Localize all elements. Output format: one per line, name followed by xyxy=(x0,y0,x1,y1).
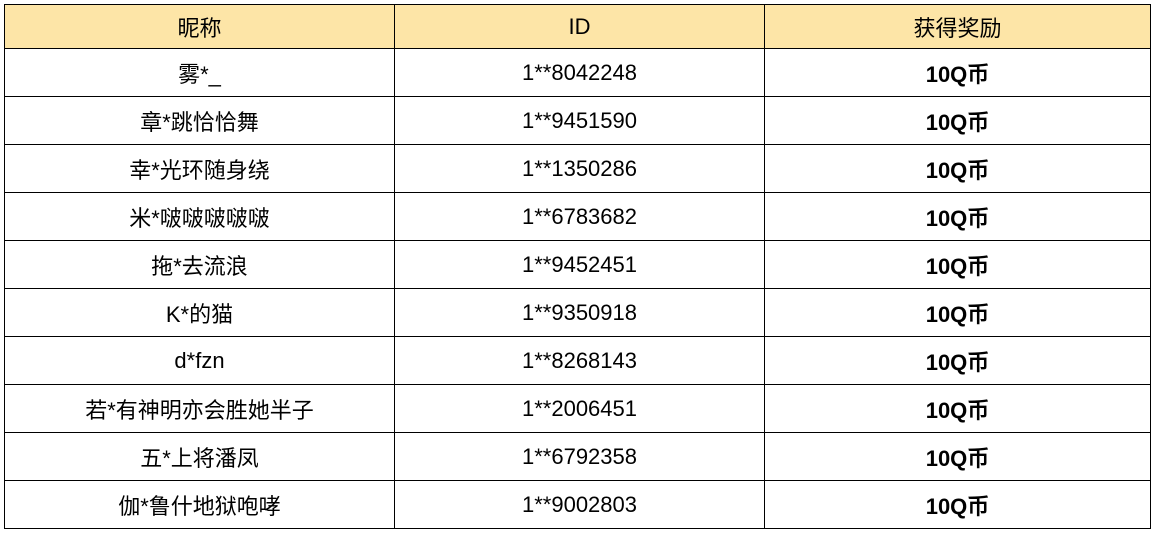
table-header-row: 昵称 ID 获得奖励 xyxy=(5,5,1151,49)
cell-nickname: 雾*_ xyxy=(5,49,395,97)
table-row: 若*有神明亦会胜她半子 1**2006451 10Q币 xyxy=(5,385,1151,433)
cell-reward: 10Q币 xyxy=(765,97,1151,145)
cell-nickname: 伽*鲁什地狱咆哮 xyxy=(5,481,395,529)
cell-reward: 10Q币 xyxy=(765,385,1151,433)
table-row: 五*上将潘凤 1**6792358 10Q币 xyxy=(5,433,1151,481)
cell-id: 1**6792358 xyxy=(395,433,765,481)
cell-id: 1**9002803 xyxy=(395,481,765,529)
rewards-table: 昵称 ID 获得奖励 雾*_ 1**8042248 10Q币 章*跳恰恰舞 1*… xyxy=(4,4,1151,529)
cell-id: 1**8042248 xyxy=(395,49,765,97)
table-row: K*的猫 1**9350918 10Q币 xyxy=(5,289,1151,337)
cell-nickname: d*fzn xyxy=(5,337,395,385)
cell-nickname: 五*上将潘凤 xyxy=(5,433,395,481)
cell-reward: 10Q币 xyxy=(765,145,1151,193)
cell-id: 1**9452451 xyxy=(395,241,765,289)
cell-reward: 10Q币 xyxy=(765,481,1151,529)
cell-id: 1**2006451 xyxy=(395,385,765,433)
cell-nickname: 章*跳恰恰舞 xyxy=(5,97,395,145)
table-row: 拖*去流浪 1**9452451 10Q币 xyxy=(5,241,1151,289)
table-row: d*fzn 1**8268143 10Q币 xyxy=(5,337,1151,385)
cell-reward: 10Q币 xyxy=(765,193,1151,241)
table-row: 章*跳恰恰舞 1**9451590 10Q币 xyxy=(5,97,1151,145)
cell-nickname: 拖*去流浪 xyxy=(5,241,395,289)
cell-reward: 10Q币 xyxy=(765,241,1151,289)
cell-nickname: 幸*光环随身绕 xyxy=(5,145,395,193)
header-reward: 获得奖励 xyxy=(765,5,1151,49)
table-body: 雾*_ 1**8042248 10Q币 章*跳恰恰舞 1**9451590 10… xyxy=(5,49,1151,529)
cell-reward: 10Q币 xyxy=(765,337,1151,385)
table-row: 米*啵啵啵啵啵 1**6783682 10Q币 xyxy=(5,193,1151,241)
header-nickname: 昵称 xyxy=(5,5,395,49)
cell-id: 1**6783682 xyxy=(395,193,765,241)
cell-id: 1**8268143 xyxy=(395,337,765,385)
table-row: 伽*鲁什地狱咆哮 1**9002803 10Q币 xyxy=(5,481,1151,529)
table-row: 幸*光环随身绕 1**1350286 10Q币 xyxy=(5,145,1151,193)
cell-nickname: K*的猫 xyxy=(5,289,395,337)
cell-id: 1**1350286 xyxy=(395,145,765,193)
cell-reward: 10Q币 xyxy=(765,289,1151,337)
cell-nickname: 米*啵啵啵啵啵 xyxy=(5,193,395,241)
header-id: ID xyxy=(395,5,765,49)
cell-id: 1**9350918 xyxy=(395,289,765,337)
cell-reward: 10Q币 xyxy=(765,49,1151,97)
cell-reward: 10Q币 xyxy=(765,433,1151,481)
cell-id: 1**9451590 xyxy=(395,97,765,145)
table-row: 雾*_ 1**8042248 10Q币 xyxy=(5,49,1151,97)
cell-nickname: 若*有神明亦会胜她半子 xyxy=(5,385,395,433)
